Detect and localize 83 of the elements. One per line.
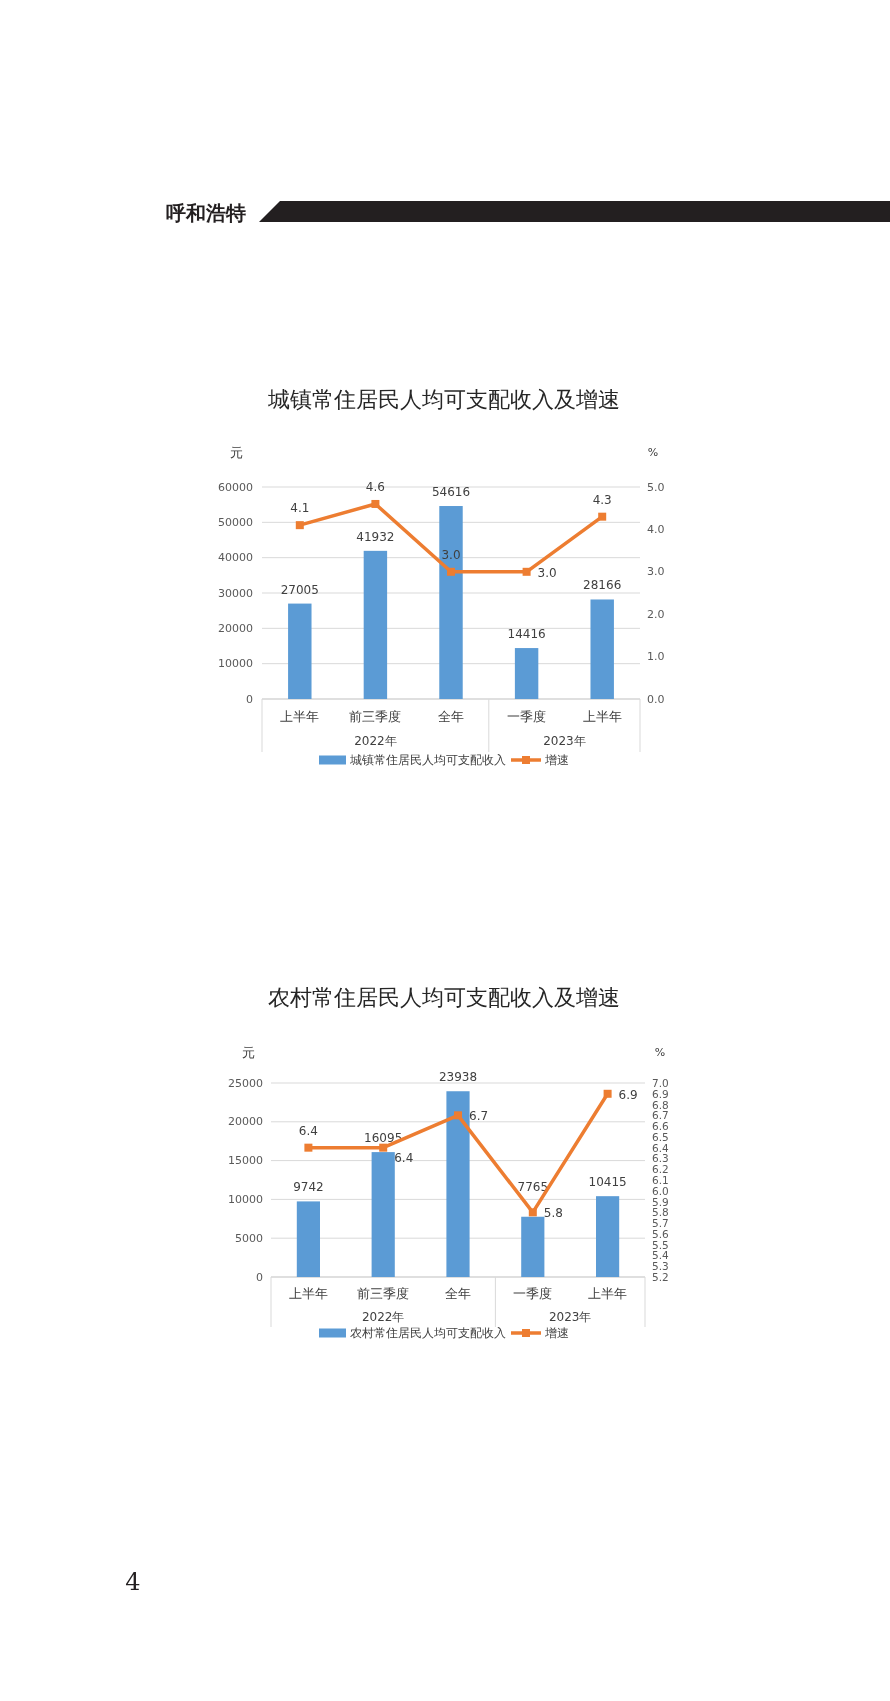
- ytick-label: 5000: [235, 1231, 263, 1245]
- ytick-label: 25000: [228, 1076, 263, 1090]
- data-label: 10415: [588, 1175, 627, 1190]
- data-label: 4.6: [365, 479, 385, 494]
- group-label: 2023年: [543, 734, 586, 748]
- ytick-label: 30000: [218, 586, 253, 600]
- data-label: 23938: [438, 1070, 478, 1085]
- ytick-label: 15000: [228, 1154, 263, 1168]
- xtick-label: 一季度: [513, 1285, 553, 1301]
- xtick-label: 上半年: [280, 708, 320, 724]
- ytick-label: 60000: [218, 480, 253, 494]
- y2tick-label: 6.2: [652, 1163, 669, 1176]
- y2tick-label: 4.0: [647, 522, 665, 536]
- group-label: 2022年: [354, 734, 397, 748]
- xtick-label: 前三季度: [349, 708, 402, 724]
- y2tick-label: 6.8: [652, 1098, 669, 1111]
- legend-label: 增速: [545, 1326, 569, 1340]
- ytick-label: 10000: [218, 657, 253, 671]
- y2tick-label: 6.0: [652, 1184, 669, 1197]
- data-label: 28166: [583, 578, 622, 593]
- y2tick-label: 3.0: [647, 565, 665, 579]
- xtick-label: 全年: [445, 1285, 471, 1301]
- group-label: 2023年: [548, 1310, 592, 1324]
- ytick-label: 20000: [228, 1115, 263, 1129]
- y2tick-label: 5.7: [652, 1217, 669, 1230]
- ytick-label: 40000: [218, 551, 253, 565]
- y2tick-label: 6.4: [652, 1141, 669, 1154]
- data-label: 3.0: [441, 547, 461, 562]
- data-label: 6.4: [298, 1123, 318, 1138]
- legend-label: 农村常住居民人均可支配收入: [350, 1326, 506, 1340]
- data-label: 4.3: [592, 492, 612, 507]
- ytick-label: 0: [256, 1270, 263, 1284]
- data-label: 7765: [517, 1179, 549, 1194]
- y2tick-label: 5.8: [652, 1206, 669, 1219]
- y2label: %: [647, 445, 659, 459]
- title: 城镇常住居民人均可支配收入及增速: [268, 386, 620, 412]
- data-label: 27005: [280, 582, 319, 597]
- y2tick-label: 5.2: [652, 1271, 669, 1283]
- ytick-label: 50000: [218, 515, 253, 529]
- ytick-label: 10000: [228, 1192, 263, 1206]
- y2tick-label: 5.4: [652, 1249, 669, 1262]
- data-label: 41932: [356, 529, 395, 544]
- y2tick-label: 0.0: [647, 692, 665, 706]
- annotation: 4: [125, 1568, 141, 1596]
- y2tick-label: 5.3: [652, 1260, 669, 1273]
- title: 农村常住居民人均可支配收入及增速: [268, 984, 620, 1010]
- y2tick-label: 6.3: [652, 1152, 669, 1165]
- annotation: 呼和浩特: [166, 201, 246, 225]
- xtick-label: 上半年: [582, 708, 622, 724]
- ylabel: 元: [229, 444, 243, 460]
- y2tick-label: 5.9: [652, 1195, 669, 1208]
- data-label: 6.7: [469, 1109, 489, 1124]
- legend-label: 城镇常住居民人均可支配收入: [350, 753, 506, 767]
- data-label: 14416: [507, 627, 546, 642]
- xtick-label: 全年: [438, 708, 464, 724]
- ytick-label: 0: [246, 692, 253, 706]
- xtick-label: 前三季度: [357, 1285, 410, 1301]
- data-label: 9742: [293, 1180, 324, 1195]
- y2label: %: [654, 1045, 666, 1059]
- y2tick-label: 1.0: [647, 650, 665, 664]
- xtick-label: 上半年: [588, 1285, 628, 1301]
- data-label: 3.0: [537, 565, 557, 580]
- y2tick-label: 6.1: [652, 1174, 669, 1186]
- data-label: 6.4: [394, 1150, 414, 1165]
- xtick-label: 上半年: [288, 1285, 328, 1301]
- y2tick-label: 6.5: [652, 1130, 669, 1143]
- y2tick-label: 5.0: [647, 480, 665, 494]
- data-label: 54616: [431, 485, 471, 499]
- y2tick-label: 6.7: [652, 1109, 669, 1122]
- data-label: 4.1: [290, 501, 310, 516]
- ylabel: 元: [241, 1044, 255, 1060]
- y2tick-label: 5.6: [652, 1227, 669, 1240]
- y2tick-label: 6.6: [652, 1120, 669, 1133]
- y2tick-label: 2.0: [647, 607, 665, 621]
- xtick-label: 一季度: [507, 708, 547, 724]
- group-label: 2022年: [361, 1310, 405, 1324]
- data-label: 5.8: [543, 1206, 563, 1221]
- y2tick-label: 6.9: [652, 1087, 669, 1100]
- y2tick-label: 5.5: [652, 1238, 669, 1251]
- y2tick-label: 7.0: [652, 1077, 669, 1089]
- data-label: 6.9: [618, 1087, 638, 1102]
- legend-label: 增速: [545, 753, 569, 767]
- ytick-label: 20000: [218, 621, 253, 635]
